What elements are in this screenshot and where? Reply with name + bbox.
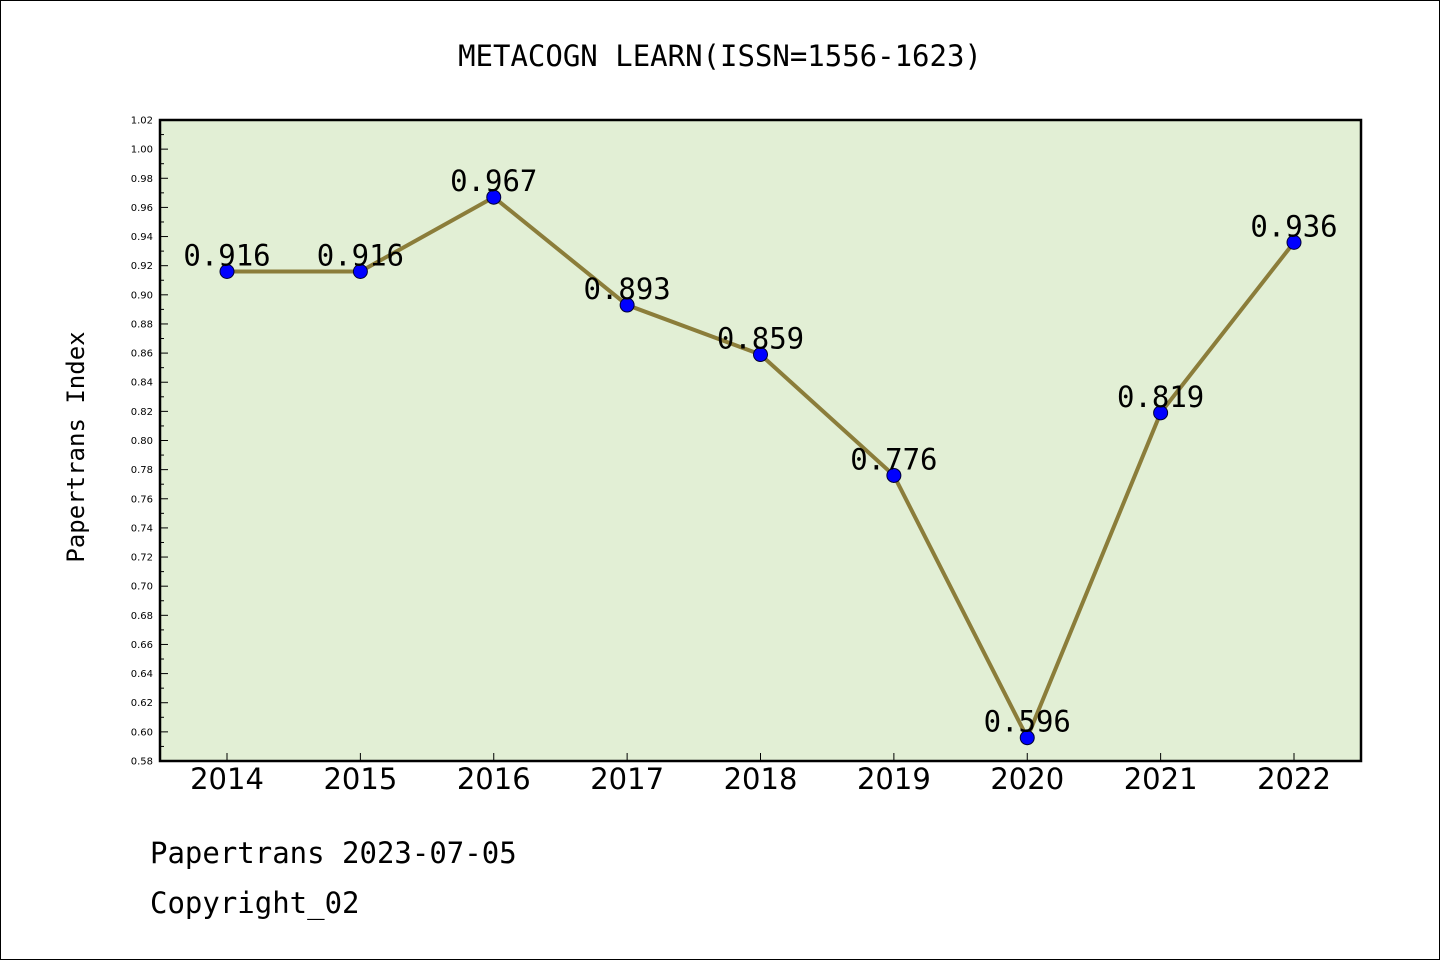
y-tick-label: 0.92	[131, 261, 153, 272]
y-tick-label: 0.82	[131, 407, 153, 418]
y-tick-label: 0.84	[131, 378, 153, 389]
x-tick-label: 2017	[590, 762, 664, 796]
y-tick-label: 0.66	[131, 640, 153, 651]
footer-copyright: Copyright_02	[150, 886, 360, 920]
data-point	[753, 347, 768, 363]
data-point	[352, 264, 368, 280]
y-tick-label: 0.58	[131, 757, 153, 768]
y-tick-label: 0.68	[131, 611, 153, 622]
y-tick-label: 0.72	[131, 553, 153, 564]
y-tick-label: 0.78	[131, 465, 153, 476]
x-tick-label: 2015	[323, 762, 397, 796]
y-tick-label: 0.70	[131, 582, 153, 593]
y-tick-label: 0.76	[131, 494, 153, 505]
x-tick-label: 2020	[990, 762, 1064, 796]
y-tick-label: 0.80	[131, 436, 153, 447]
y-tick-label: 1.02	[131, 116, 153, 127]
y-axis-ticks: 0.58 0.60 0.62 0.64 0.66 0.68 0.70 0.72 0.74 0.76…	[131, 116, 168, 768]
data-point	[219, 264, 235, 280]
data-label: 0.936	[1250, 209, 1337, 243]
data-point	[1286, 234, 1302, 250]
data-point	[1019, 730, 1035, 746]
footer-date: Papertrans 2023-07-05	[150, 836, 517, 870]
y-tick-label: 0.60	[131, 727, 153, 738]
data-point	[886, 467, 902, 483]
data-label: 0.916	[183, 239, 270, 273]
data-label: 0.916	[317, 239, 404, 273]
data-label: 0.596	[984, 705, 1071, 739]
data-point	[1153, 405, 1169, 421]
x-tick-label: 2019	[857, 762, 931, 796]
x-tick-label: 2018	[724, 762, 798, 796]
x-tick-label: 2022	[1257, 762, 1331, 796]
data-point	[619, 297, 635, 313]
y-tick-label: 0.88	[131, 319, 153, 330]
x-tick-label: 2021	[1124, 762, 1198, 796]
plot-area	[160, 120, 1361, 761]
x-tick-label: 2014	[190, 762, 264, 796]
data-markers	[219, 189, 1302, 746]
data-label: 0.893	[583, 272, 670, 306]
data-label: 0.776	[850, 442, 937, 476]
y-tick-label: 0.98	[131, 174, 153, 185]
y-tick-label: 0.96	[131, 203, 153, 214]
data-label: 0.967	[450, 164, 537, 198]
data-labels: 0.916 0.916 0.967 0.893 0.859 0.776 0.596 0.819…	[183, 164, 1337, 738]
y-tick-label: 0.62	[131, 698, 153, 709]
data-label: 0.859	[717, 322, 804, 356]
data-point	[486, 189, 502, 205]
y-tick-label: 0.64	[131, 669, 153, 680]
x-tick-label: 2016	[457, 762, 531, 796]
y-tick-label: 0.74	[131, 523, 153, 534]
y-tick-label: 0.94	[131, 232, 153, 243]
chart-title: METACOGN LEARN(ISSN=1556-1623)	[458, 39, 982, 73]
y-axis-label: Papertrans Index	[62, 331, 90, 562]
x-axis-ticks: 2014 2015 2016 2017 2018 2019 2020 2021 2022	[190, 753, 1331, 796]
y-tick-label: 0.86	[131, 349, 153, 360]
plot-border	[158, 118, 1363, 763]
y-tick-label: 0.90	[131, 290, 153, 301]
data-label: 0.819	[1117, 380, 1204, 414]
y-tick-label: 1.00	[131, 145, 153, 156]
